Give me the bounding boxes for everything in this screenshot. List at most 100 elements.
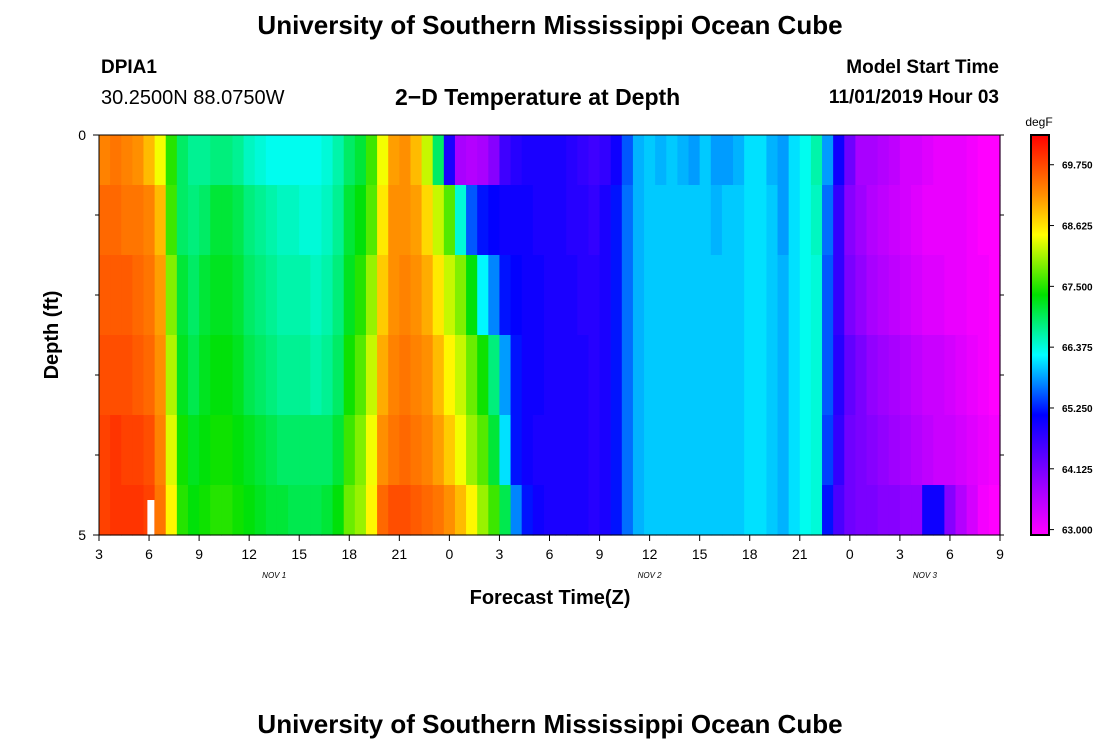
heatmap-cell — [766, 255, 779, 336]
heatmap-cell — [187, 185, 200, 256]
heatmap-cell — [555, 335, 567, 416]
heatmap-cell — [610, 135, 623, 186]
heatmap-cell — [710, 255, 723, 336]
heatmap-cell — [911, 415, 923, 486]
heatmap-cell — [899, 415, 912, 486]
heatmap-cell — [510, 135, 523, 186]
heatmap-cell — [421, 185, 434, 256]
heatmap-cell — [143, 415, 156, 486]
heatmap-cell — [532, 185, 545, 256]
heatmap-cell — [777, 415, 790, 486]
x-axis-label: Forecast Time(Z) — [470, 587, 631, 609]
heatmap-cell — [521, 135, 534, 186]
heatmap-cell — [944, 135, 957, 186]
heatmap-cell — [421, 485, 434, 536]
heatmap-cell — [677, 485, 690, 536]
heatmap-cell — [365, 135, 378, 186]
heatmap-cell — [577, 415, 590, 486]
heatmap-cell — [655, 255, 667, 336]
heatmap-cell — [288, 415, 300, 486]
heatmap-cell — [410, 185, 423, 256]
heatmap-cell — [699, 415, 712, 486]
heatmap-cell — [888, 135, 901, 186]
heatmap-cell — [187, 485, 200, 536]
heatmap-cell — [688, 255, 701, 336]
heatmap-cell — [343, 335, 356, 416]
heatmap-cell — [766, 185, 779, 256]
heatmap-cell — [321, 485, 334, 536]
heatmap-cell — [677, 335, 690, 416]
heatmap-cell — [899, 135, 912, 186]
heatmap-cell — [944, 335, 957, 416]
heatmap-cell — [410, 135, 423, 186]
heatmap-cell — [610, 485, 623, 536]
heatmap-cell — [532, 415, 545, 486]
heatmap-cell — [265, 485, 278, 536]
heatmap-cell — [610, 415, 623, 486]
heatmap-cell — [143, 135, 156, 186]
heatmap-cell — [721, 335, 734, 416]
heatmap-cell — [299, 135, 311, 186]
heatmap-cell — [888, 255, 901, 336]
day-label: NOV 3 — [913, 571, 938, 580]
heatmap-cell — [399, 485, 412, 536]
heatmap-cell — [966, 185, 979, 256]
x-tick-label: 9 — [596, 546, 604, 562]
heatmap-cell — [822, 185, 834, 256]
heatmap-cell — [566, 255, 578, 336]
heatmap-cell — [666, 415, 679, 486]
heatmap-cell — [677, 185, 690, 256]
heatmap-cell — [243, 335, 256, 416]
heatmap-cell — [354, 135, 367, 186]
heatmap-cell — [988, 335, 1001, 416]
heatmap-cell — [254, 335, 267, 416]
heatmap-cell — [788, 135, 801, 186]
heatmap-cell — [899, 255, 912, 336]
heatmap-cell — [866, 415, 879, 486]
heatmap-cell — [310, 185, 323, 256]
heatmap-cell — [733, 485, 745, 536]
heatmap-cell — [265, 255, 278, 336]
heatmap-cell — [199, 415, 211, 486]
heatmap-cell — [210, 255, 222, 336]
heatmap-cell — [365, 185, 378, 256]
heatmap-cell — [810, 415, 823, 486]
heatmap-cell — [354, 185, 367, 256]
heatmap-cell — [421, 255, 434, 336]
heatmap-cell — [310, 255, 323, 336]
heatmap-cell — [688, 335, 701, 416]
heatmap-cell — [566, 185, 578, 256]
heatmap-cell — [977, 135, 990, 186]
heatmap-cell — [855, 335, 868, 416]
heatmap-cell — [877, 485, 890, 536]
heatmap-cell — [655, 485, 667, 536]
heatmap-cell — [310, 335, 323, 416]
heatmap-cell — [466, 485, 478, 536]
x-axis: 3 6 9 12 15 18 21 0 3 6 9 12 15 18 21 0 3 6 9 NOV 1 NOV 2 NOV… — [95, 535, 1004, 580]
heatmap-cell — [844, 135, 856, 186]
heatmap-cell — [632, 485, 645, 536]
heatmap-cell — [454, 415, 467, 486]
heatmap-cell — [588, 335, 601, 416]
heatmap-cell — [488, 485, 501, 536]
heatmap-cell — [933, 335, 945, 416]
heatmap-cell — [844, 255, 856, 336]
heatmap-cell — [588, 415, 601, 486]
heatmap-cell — [410, 485, 423, 536]
heatmap-cell — [499, 185, 512, 256]
heatmap-cell — [532, 135, 545, 186]
heatmap-cell — [877, 335, 890, 416]
heatmap-cell — [110, 255, 122, 336]
heatmap-cell — [922, 415, 934, 486]
heatmap-cell — [555, 255, 567, 336]
heatmap-cell — [477, 485, 489, 536]
heatmap-cell — [488, 335, 501, 416]
heatmap-cell — [466, 335, 478, 416]
heatmap-cell — [343, 135, 356, 186]
heatmap-cell — [944, 415, 957, 486]
plot-title: 2−D Temperature at Depth — [395, 84, 681, 110]
heatmap-cell — [243, 485, 256, 536]
footer-title: University of Southern Mississippi Ocean… — [257, 709, 843, 739]
heatmap-cell — [799, 255, 812, 336]
heatmap-cell — [132, 335, 145, 416]
